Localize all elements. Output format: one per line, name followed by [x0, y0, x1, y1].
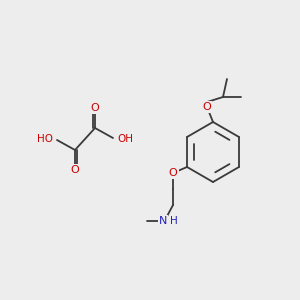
Text: O: O	[70, 165, 80, 175]
Text: H: H	[170, 216, 178, 226]
Text: O: O	[91, 103, 99, 113]
Text: N: N	[159, 216, 167, 226]
Text: O: O	[169, 168, 177, 178]
Text: OH: OH	[117, 134, 133, 144]
Text: O: O	[202, 102, 211, 112]
Text: HO: HO	[37, 134, 53, 144]
